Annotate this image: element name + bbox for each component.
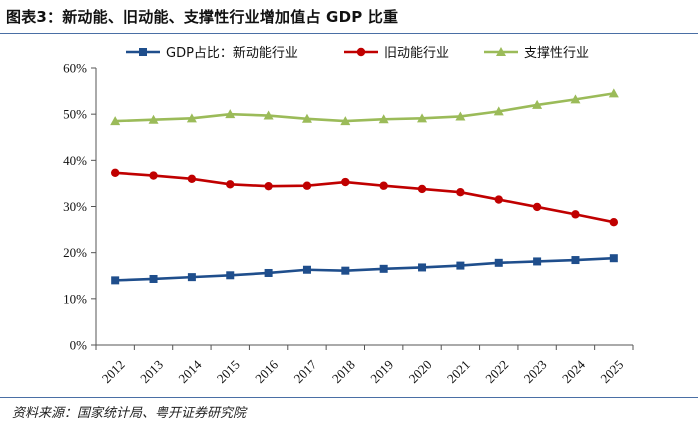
legend-item-3: 支撑性行业 [484,46,589,61]
series-line [115,256,614,282]
triangle-marker [225,109,236,119]
chart-axes: 0% 10% 20% 30% 40% 50% 60% 2012 2013 2014 2015 2016… [63,61,634,386]
circle-marker [494,195,503,204]
series-2 [110,168,619,227]
circle-marker [417,184,427,194]
circle-marker [609,217,619,227]
y-tick-label: 0% [70,338,88,353]
square-marker [341,266,350,275]
square-marker [609,254,618,263]
square-marker [494,258,503,267]
x-tick-label: 2020 [406,357,435,386]
x-tick-label: 2014 [175,357,204,386]
x-tick-label: 2021 [444,357,473,386]
y-tick-label: 50% [63,107,87,122]
circle-marker [571,210,580,219]
source-rule [0,397,698,398]
triangle-marker [532,99,543,109]
triangle-marker [608,88,619,98]
circle-marker [110,168,120,177]
square-marker [226,271,235,280]
square-marker [264,268,273,277]
square-marker [571,256,580,265]
square-marker [456,261,465,270]
legend-item-2: 旧动能行业 [344,46,449,61]
square-marker [302,265,311,274]
triangle-marker [340,116,351,126]
x-tick-label: 2019 [367,357,396,386]
x-tick-label: 2022 [482,357,511,386]
circle-marker [226,180,235,189]
circle-marker [302,181,312,190]
triangle-marker [378,114,389,124]
x-tick-label: 2024 [559,357,588,386]
title-rule [0,33,698,34]
legend-label: GDP占比：新动能行业 [166,45,298,61]
triangle-marker [417,113,428,123]
x-tick-label: 2018 [329,357,358,386]
circle-marker [187,174,197,183]
circle-marker [356,47,366,57]
circle-marker [456,187,465,197]
circle-marker [379,181,388,190]
y-tick-label: 40% [63,153,87,168]
y-tick-label: 10% [63,291,87,306]
triangle-marker [263,110,274,120]
x-tick-label: 2016 [252,357,281,386]
square-marker [111,276,120,285]
square-marker [379,264,388,273]
triangle-marker [455,111,466,121]
x-tick-label: 2023 [521,357,550,386]
x-tick-label: 2017 [291,357,320,386]
square-marker [533,257,542,266]
triangle-marker [493,106,504,116]
square-marker [149,274,158,283]
legend-label: 旧动能行业 [384,46,449,61]
square-marker [139,48,147,56]
y-tick-label: 30% [63,199,87,214]
circle-marker [532,202,542,212]
series-3 [110,88,619,126]
triangle-marker [301,113,312,123]
x-tick-label: 2025 [597,357,626,386]
x-tick-label: 2013 [137,357,166,386]
x-tick-label: 2012 [99,357,128,386]
triangle-marker [570,94,581,104]
triangle-marker [496,47,506,56]
circle-marker [264,181,273,191]
series-line [115,92,615,123]
legend-item-1: GDP占比：新动能行业 [126,45,298,61]
triangle-marker [148,114,159,124]
line-chart: 0% 10% 20% 30% 40% 50% 60% 2012 2013 2014 2015 2016… [63,45,634,386]
square-marker [418,263,427,272]
series-1 [111,254,618,285]
circle-marker [341,177,350,187]
y-tick-label: 20% [63,245,87,260]
series-line [115,171,615,224]
chart-series [110,88,619,285]
triangle-marker [186,113,197,123]
circle-marker [149,171,158,180]
figure-title: 图表3：新动能、旧动能、支撑性行业增加值占 GDP 比重 [6,8,399,26]
source-note: 资料来源：国家统计局、粤开证券研究院 [12,406,247,421]
legend-label: 支撑性行业 [524,46,589,61]
square-marker [187,273,196,282]
x-tick-label: 2015 [214,357,243,386]
triangle-marker [110,116,121,126]
y-tick-label: 60% [63,61,87,76]
chart-legend: GDP占比：新动能行业 旧动能行业 支撑性行业 [126,45,589,61]
